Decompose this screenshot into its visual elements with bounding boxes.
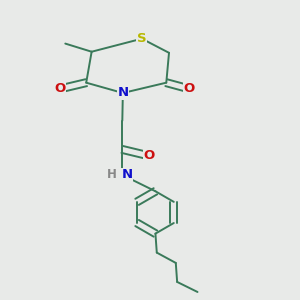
Text: S: S — [137, 32, 147, 45]
Text: N: N — [122, 169, 133, 182]
Text: N: N — [117, 86, 128, 100]
Text: H: H — [107, 169, 117, 182]
Text: O: O — [144, 149, 155, 163]
Text: O: O — [54, 82, 65, 95]
Text: O: O — [184, 82, 195, 95]
